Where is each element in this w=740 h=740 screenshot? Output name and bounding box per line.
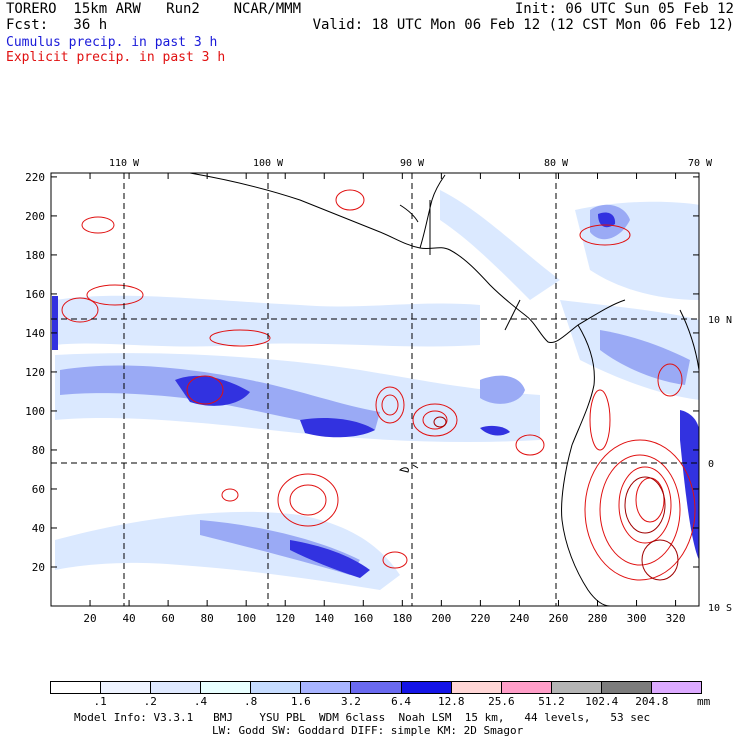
x-tick-label: 40 [122, 612, 135, 625]
init-time: Init: 06 UTC Sun 05 Feb 12 [514, 1, 734, 17]
color-scale-label: 3.2 [340, 695, 361, 708]
model-info: Model Info: V3.3.1 BMJ YSU PBL WDM 6clas… [74, 711, 651, 724]
latlon-grid [51, 173, 699, 606]
y-tick-label: 80 [32, 444, 45, 457]
color-scale-label: 25.6 [488, 695, 515, 708]
x-tick-label: 240 [509, 612, 529, 625]
x-tick-label: 80 [201, 612, 214, 625]
x-tick-label: 320 [666, 612, 686, 625]
y-tick-label: 180 [25, 249, 45, 262]
color-scale-label: 12.8 [437, 695, 465, 708]
y-tick-label: 20 [32, 561, 45, 574]
x-tick-label: 260 [549, 612, 569, 625]
color-scale-unit: mm [697, 695, 711, 708]
x-tick-label: 120 [275, 612, 295, 625]
color-scale-label: 102.4 [585, 695, 619, 708]
explicit-precip-contours [61, 189, 696, 581]
lon-label: 100 W [253, 158, 284, 169]
x-tick-label: 200 [431, 612, 451, 625]
x-tick-label: 180 [392, 612, 412, 625]
coastlines [189, 173, 699, 606]
color-swatch [451, 682, 502, 693]
color-scale-label: 51.2 [538, 695, 565, 708]
x-tick-label: 100 [236, 612, 256, 625]
y-tick-label: 160 [25, 288, 45, 301]
y-tick-label: 100 [25, 405, 45, 418]
color-scale-label: .4 [193, 695, 208, 708]
plot-frame [50, 172, 700, 607]
y-tick-label: 40 [32, 522, 45, 535]
forecast-hour: Fcst: 36 h [6, 17, 108, 33]
lon-label: 70 W [688, 158, 713, 169]
legend-explicit: Explicit precip. in past 3 h [6, 50, 226, 65]
lat-label: 10 S [708, 603, 732, 614]
cumulus-precip-heavy [52, 212, 699, 578]
color-swatch [251, 682, 302, 693]
y-tick-marks [51, 176, 699, 568]
color-scale-bar [50, 681, 702, 694]
color-scale-label: 6.4 [391, 695, 411, 708]
color-swatch [201, 682, 252, 693]
model-physics: LW: Godd SW: Goddard DIFF: simple KM: 2D… [212, 724, 524, 737]
valid-time: Valid: 18 UTC Mon 06 Feb 12 (12 CST Mon … [312, 17, 734, 33]
lon-label: 110 W [109, 158, 140, 169]
lon-label: 80 W [544, 158, 569, 169]
x-tick-label: 140 [314, 612, 334, 625]
x-tick-label: 280 [588, 612, 608, 625]
x-tick-label: 220 [470, 612, 490, 625]
x-tick-label: 20 [83, 612, 96, 625]
map-plot-area [51, 173, 699, 606]
lon-label: 90 W [400, 158, 425, 169]
color-swatch [501, 682, 552, 693]
y-tick-label: 200 [25, 210, 45, 223]
color-scale-label: 204.8 [635, 695, 669, 708]
latitude-labels: 10 N 0 10 S [708, 315, 732, 614]
color-scale-label: .8 [243, 695, 258, 708]
x-tick-label: 60 [161, 612, 174, 625]
y-tick-label: 60 [32, 483, 45, 496]
color-scale-label: 1.6 [290, 695, 311, 708]
longitude-labels: 110 W 100 W 90 W 80 W 70 W [109, 158, 713, 169]
y-tick-labels: 220 200 180 160 140 120 100 80 60 40 20 [25, 171, 45, 574]
y-tick-label: 140 [25, 327, 45, 340]
color-swatch [101, 682, 152, 693]
color-scale-label: .1 [93, 695, 107, 708]
x-tick-label: 300 [627, 612, 647, 625]
color-swatch [401, 682, 452, 693]
color-swatch [551, 682, 602, 693]
y-tick-label: 120 [25, 366, 45, 379]
color-swatch [151, 682, 202, 693]
color-swatch [601, 682, 652, 693]
color-swatch [651, 682, 702, 693]
model-title: TORERO 15km ARW Run2 NCAR/MMM [6, 1, 302, 17]
y-tick-label: 220 [25, 171, 45, 184]
explicit-precip-heavy-contours [433, 416, 679, 581]
lat-label: 10 N [708, 315, 732, 326]
color-scale-label: .2 [143, 695, 157, 708]
x-tick-label: 160 [353, 612, 373, 625]
color-swatch [351, 682, 402, 693]
color-swatch [301, 682, 352, 693]
lat-label: 0 [708, 459, 714, 470]
x-tick-labels: 20 40 60 80 100 120 140 160 180 200 220 240 260 280 30… [83, 612, 685, 625]
color-swatch [51, 682, 102, 693]
x-tick-marks [89, 173, 677, 606]
legend-cumulus: Cumulus precip. in past 3 h [6, 35, 218, 50]
